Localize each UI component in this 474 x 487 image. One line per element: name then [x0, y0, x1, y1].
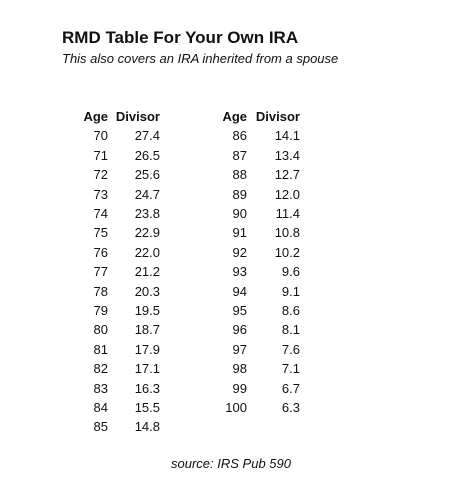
divisor-cell: 6.3 — [281, 400, 300, 415]
age-cell: 86 — [232, 128, 247, 144]
age-cell: 100 — [225, 400, 247, 415]
title: RMD Table For Your Own IRA — [62, 28, 299, 47]
age-cell: 71 — [93, 147, 108, 163]
age-cell: 85 — [93, 419, 108, 435]
age-cell: 95 — [232, 303, 247, 318]
age-cell: 73 — [93, 186, 108, 202]
subtitle: This also covers an IRA inherited from a… — [62, 51, 339, 66]
age-cell: 70 — [93, 128, 108, 144]
divisor-cell: 26.5 — [134, 147, 160, 163]
divisor-cell: 6.7 — [281, 380, 300, 396]
age-cell: 72 — [93, 167, 108, 183]
divisor-cell: 8.1 — [281, 322, 300, 338]
age-cell: 74 — [93, 206, 108, 221]
age-cell: 94 — [232, 283, 247, 299]
divisor-cell: 10.2 — [274, 244, 300, 260]
age-cell: 98 — [232, 361, 247, 377]
age-cell: 78 — [93, 283, 108, 299]
divisor-cell: 24.7 — [134, 186, 160, 202]
divisor-cell: 17.9 — [134, 341, 160, 357]
age-cell: 84 — [93, 400, 108, 415]
divisor-cell: 21.2 — [134, 264, 160, 280]
age-cell: 97 — [232, 341, 247, 357]
divisor-cell: 11.4 — [275, 206, 300, 221]
divisor-cell: 19.5 — [134, 303, 160, 318]
age-cell: 90 — [232, 206, 247, 221]
divisor-cell: 9.6 — [281, 264, 300, 280]
divisor-cell: 25.6 — [134, 167, 160, 183]
age-cell: 91 — [232, 225, 247, 241]
age-cell: 79 — [93, 303, 108, 318]
divisor-cell: 23.8 — [134, 206, 160, 221]
divisor-cell: 12.0 — [274, 186, 300, 202]
age-cell: 83 — [93, 380, 108, 396]
age-cell: 80 — [93, 322, 108, 338]
divisor-cell: 18.7 — [134, 322, 160, 338]
age-cell: 99 — [232, 380, 247, 396]
age-cell: 77 — [93, 264, 108, 280]
divisor-cell: 9.1 — [281, 283, 300, 299]
divisor-cell: 20.3 — [134, 283, 160, 299]
age-cell: 75 — [93, 225, 108, 241]
divisor-cell: 8.6 — [281, 303, 300, 318]
divisor-cell: 7.1 — [281, 361, 300, 377]
divisor-cell: 17.1 — [134, 361, 160, 377]
source: source: IRS Pub 590 — [171, 456, 291, 471]
age-cell: 92 — [232, 244, 247, 260]
column-header: Divisor — [115, 109, 160, 124]
divisor-cell: 15.5 — [134, 400, 160, 415]
age-cell: 96 — [232, 322, 247, 338]
age-cell: 88 — [232, 167, 247, 183]
age-cell: 76 — [93, 244, 108, 260]
divisor-cell: 14.1 — [274, 128, 300, 144]
divisor-cell: 27.4 — [134, 128, 160, 144]
divisor-cell: 14.8 — [134, 419, 160, 435]
divisor-cell: 12.7 — [274, 167, 300, 183]
age-cell: 81 — [93, 341, 108, 357]
divisor-cell: 22.9 — [134, 225, 160, 241]
age-cell: 93 — [232, 264, 247, 280]
column-header: Age — [83, 109, 108, 124]
divisor-cell: 7.6 — [281, 341, 300, 357]
column-header: Divisor — [255, 109, 300, 124]
age-cell: 87 — [232, 147, 247, 163]
divisor-cell: 22.0 — [134, 244, 160, 260]
age-cell: 89 — [232, 186, 247, 202]
divisor-cell: 16.3 — [134, 380, 160, 396]
divisor-cell: 10.8 — [274, 225, 300, 241]
age-cell: 82 — [93, 361, 108, 377]
divisor-cell: 13.4 — [274, 147, 300, 163]
column-header: Age — [222, 109, 247, 124]
